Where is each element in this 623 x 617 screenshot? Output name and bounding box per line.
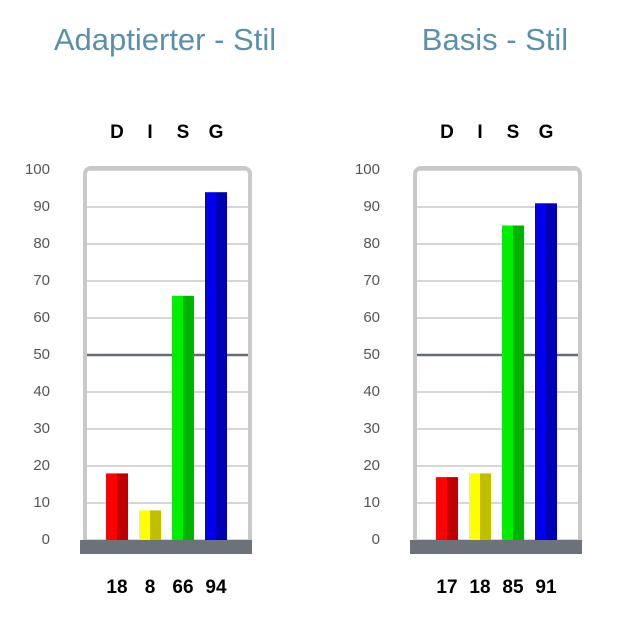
y-tick-label: 30: [33, 420, 50, 437]
y-tick-label: 40: [33, 383, 50, 400]
bar: [205, 192, 227, 540]
y-tick-label: 100: [25, 161, 50, 178]
value-label: 85: [502, 577, 524, 598]
y-tick-label: 30: [363, 420, 380, 437]
base-plinth: [410, 540, 582, 554]
bar: [502, 225, 524, 540]
y-tick-label: 20: [33, 457, 50, 474]
value-label: 91: [535, 577, 557, 598]
y-tick-label: 100: [355, 161, 380, 178]
chart-title: Adaptierter - Stil: [54, 22, 276, 57]
y-tick-label: 20: [363, 457, 380, 474]
category-label: S: [177, 122, 190, 143]
chart: Basis - Stil 0 10 20 30 40 50 60 70 80 90 100 D 17 I 18…: [355, 22, 582, 598]
bar: [469, 473, 491, 540]
chart: Adaptierter - Stil 0 10 20 30 40 50 60 70 80 90 100…: [25, 22, 276, 598]
y-tick-label: 40: [363, 383, 380, 400]
category-label: I: [477, 122, 482, 143]
y-tick-label: 70: [363, 272, 380, 289]
value-label: 17: [436, 577, 457, 598]
category-label: S: [507, 122, 520, 143]
value-label: 94: [205, 577, 227, 598]
y-tick-label: 90: [33, 198, 50, 215]
y-tick-label: 70: [33, 272, 50, 289]
category-label: G: [209, 122, 224, 143]
bar: [139, 510, 161, 540]
category-label: G: [539, 122, 554, 143]
base-plinth: [80, 540, 252, 554]
y-tick-label: 60: [363, 309, 380, 326]
y-tick-label: 0: [372, 531, 380, 548]
value-label: 66: [172, 577, 193, 598]
category-label: D: [440, 122, 454, 143]
y-tick-label: 80: [363, 235, 380, 252]
value-label: 8: [145, 577, 156, 598]
y-tick-label: 60: [33, 309, 50, 326]
y-tick-label: 90: [363, 198, 380, 215]
bar: [436, 477, 458, 540]
bar: [172, 295, 194, 540]
y-tick-label: 10: [363, 494, 380, 511]
bar: [535, 203, 557, 541]
category-label: D: [110, 122, 124, 143]
y-tick-label: 80: [33, 235, 50, 252]
value-label: 18: [106, 577, 127, 598]
value-label: 18: [469, 577, 490, 598]
y-tick-label: 50: [363, 346, 380, 363]
y-tick-label: 0: [42, 531, 50, 548]
chart-title: Basis - Stil: [422, 22, 568, 57]
y-tick-label: 10: [33, 494, 50, 511]
bar: [106, 473, 128, 540]
y-tick-label: 50: [33, 346, 50, 363]
category-label: I: [147, 122, 152, 143]
